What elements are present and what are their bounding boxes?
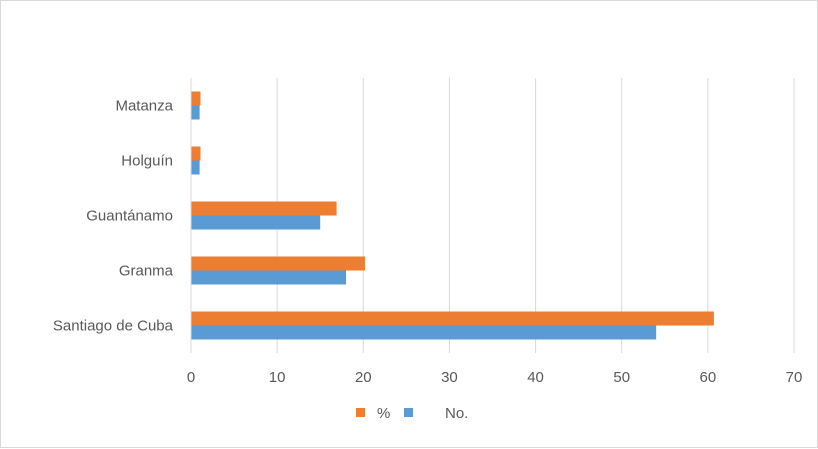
- x-tick-label-60: 60: [700, 369, 717, 386]
- gridlines: [276, 78, 795, 353]
- bars: [191, 91, 714, 340]
- x-tick-label-10: 10: [269, 369, 286, 386]
- bar-count-4: [191, 325, 657, 340]
- category-label-1: Holguín: [121, 153, 173, 170]
- bar-percent-3: [191, 256, 366, 271]
- category-label-4: Santiago de Cuba: [53, 318, 174, 335]
- x-tick-label-70: 70: [786, 369, 803, 386]
- labels: 0 10 20 30 40 50 60 70 Matanza Holguín Guantánamo G…: [53, 98, 802, 387]
- bar-count-0: [191, 105, 200, 120]
- x-tick-label-30: 30: [441, 369, 458, 386]
- bar-count-1: [191, 160, 200, 175]
- x-tick-label-0: 0: [187, 369, 195, 386]
- x-tick-label-40: 40: [527, 369, 544, 386]
- bar-percent-0: [191, 91, 201, 106]
- category-label-2: Guantánamo: [86, 208, 173, 225]
- legend-label-percent: %: [377, 405, 390, 422]
- legend-swatch-percent: [356, 408, 365, 417]
- category-label-0: Matanza: [115, 98, 173, 115]
- bar-percent-2: [191, 201, 337, 216]
- legend-label-count: No.: [445, 405, 468, 422]
- legend: % No.: [356, 405, 468, 422]
- category-label-3: Granma: [119, 263, 174, 280]
- x-tick-label-50: 50: [613, 369, 630, 386]
- legend-swatch-count: [404, 408, 413, 417]
- bar-percent-1: [191, 146, 201, 161]
- bar-count-2: [191, 215, 321, 230]
- bar-count-3: [191, 270, 347, 285]
- bar-percent-4: [191, 311, 714, 326]
- x-tick-label-20: 20: [355, 369, 372, 386]
